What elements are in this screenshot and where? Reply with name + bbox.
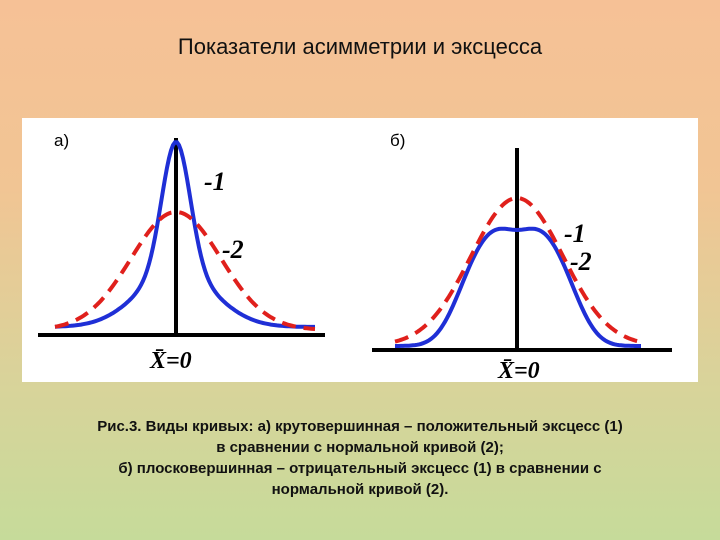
- caption: Рис.3. Виды кривых: а) крутовершинная – …: [30, 416, 690, 500]
- caption-line: в сравнении с нормальной кривой (2);: [216, 439, 504, 456]
- curve-1: [54, 140, 315, 329]
- caption-line: б) плосковершинная – отрицательный эксце…: [118, 460, 602, 477]
- curve-label: -2: [222, 235, 244, 264]
- panel-label: б): [390, 131, 405, 150]
- curve-label: -2: [570, 247, 592, 276]
- curve-2: [394, 195, 642, 345]
- axis-label: X̄=0: [497, 358, 540, 384]
- caption-line: нормальной кривой (2).: [271, 481, 449, 498]
- curve-label: -1: [564, 219, 586, 248]
- figure-background: [22, 118, 698, 382]
- caption-line: Рис.3. Виды кривых: а) крутовершинная – …: [97, 418, 623, 435]
- panel-label: а): [54, 131, 69, 150]
- curve-2: [54, 210, 316, 331]
- curve-label: -1: [204, 167, 226, 196]
- curve-1: [395, 226, 641, 348]
- axis-label: X̄=0: [149, 348, 192, 374]
- slide-title: Показатели асимметрии и эксцесса: [177, 34, 543, 59]
